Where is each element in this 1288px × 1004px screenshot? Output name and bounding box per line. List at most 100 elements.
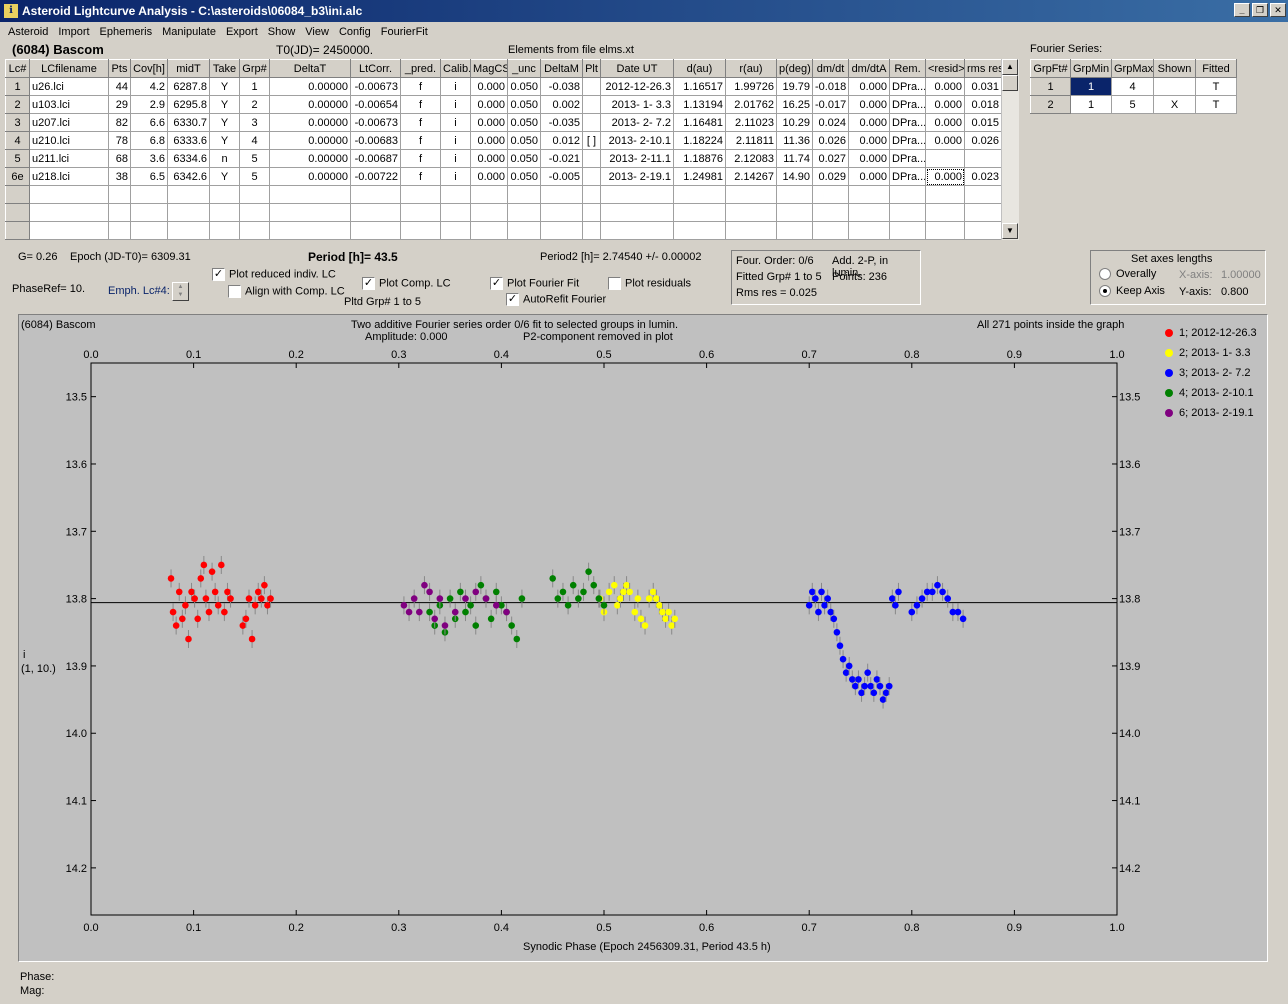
table-cell[interactable]: 1 (1070, 77, 1112, 96)
lc-column-header[interactable]: Calib. (440, 59, 471, 78)
table-row[interactable]: 3 u207.lci 82 6.6 6330.7 Y 3 0.00000 -0.00673 f i 0… (5, 113, 1002, 132)
table-cell[interactable]: 0.050 (507, 113, 541, 132)
table-cell[interactable] (209, 203, 240, 222)
emph-lc-spinner[interactable]: ▲ ▼ (172, 282, 189, 301)
table-cell[interactable]: 0.000 (925, 95, 965, 114)
row-header[interactable] (5, 203, 30, 222)
lc-column-header[interactable]: Cov[h] (130, 59, 168, 78)
table-cell[interactable]: 0.000 (470, 167, 508, 186)
table-cell[interactable] (239, 221, 270, 240)
lc-column-header[interactable]: rms res (964, 59, 1002, 78)
table-cell[interactable] (925, 203, 965, 222)
table-cell[interactable]: 0.050 (507, 167, 541, 186)
table-cell[interactable]: 0.024 (812, 113, 849, 132)
table-cell[interactable]: 5 (239, 167, 270, 186)
table-cell[interactable] (848, 203, 890, 222)
table-cell[interactable]: 2.9 (130, 95, 168, 114)
scroll-up-icon[interactable]: ▲ (1002, 59, 1018, 75)
lc-column-header[interactable]: Take (209, 59, 240, 78)
table-cell[interactable]: 0.000 (470, 95, 508, 114)
overally-radio[interactable]: Overally (1099, 268, 1156, 281)
table-cell[interactable]: u26.lci (29, 77, 109, 96)
table-cell[interactable]: Y (209, 95, 240, 114)
table-cell[interactable]: 0.000 (848, 113, 890, 132)
fourier-column-header[interactable]: GrpMin (1070, 59, 1112, 78)
table-cell[interactable]: i (440, 131, 471, 150)
table-cell[interactable] (29, 203, 109, 222)
table-cell[interactable] (400, 203, 441, 222)
table-cell[interactable] (269, 203, 351, 222)
table-cell[interactable]: f (400, 113, 441, 132)
table-cell[interactable]: u103.lci (29, 95, 109, 114)
table-cell[interactable] (470, 203, 508, 222)
table-cell[interactable] (239, 185, 270, 204)
table-cell[interactable] (540, 203, 583, 222)
table-cell[interactable]: T (1195, 77, 1237, 96)
lc-column-header[interactable]: r(au) (725, 59, 777, 78)
table-cell[interactable] (130, 221, 168, 240)
table-cell[interactable] (350, 185, 401, 204)
align-comp-checkbox[interactable]: Align with Comp. LC (228, 285, 345, 298)
table-cell[interactable] (400, 221, 441, 240)
table-cell[interactable]: DPra... (889, 113, 926, 132)
table-cell[interactable]: i (440, 113, 471, 132)
table-cell[interactable]: DPra... (889, 149, 926, 168)
lightcurve-plot[interactable]: 0.0 0.0 0.1 0.1 0.2 0.2 0.3 0.3 0.4 0.4 0.5 0.5 0.6 0… (19, 315, 1267, 961)
table-cell[interactable]: f (400, 77, 441, 96)
table-cell[interactable]: X (1153, 95, 1196, 114)
lc-column-header[interactable]: Grp# (239, 59, 270, 78)
table-cell[interactable] (29, 221, 109, 240)
table-cell[interactable]: -0.00687 (350, 149, 401, 168)
plot-panel[interactable]: 0.0 0.0 0.1 0.1 0.2 0.2 0.3 0.3 0.4 0.4 0.5 0.5 0.6 0… (18, 314, 1268, 962)
table-cell[interactable] (925, 185, 965, 204)
table-cell[interactable]: 11.36 (776, 131, 813, 150)
table-cell[interactable]: 0.015 (964, 113, 1002, 132)
table-cell[interactable]: 0.018 (964, 95, 1002, 114)
table-cell[interactable]: 1.24981 (673, 167, 726, 186)
table-cell[interactable]: 38 (108, 167, 131, 186)
table-cell[interactable]: 0.000 (848, 95, 890, 114)
table-cell[interactable] (725, 185, 777, 204)
table-cell[interactable] (507, 185, 541, 204)
table-cell[interactable]: 1 (1070, 95, 1112, 114)
row-header[interactable]: 1 (1030, 77, 1071, 96)
table-cell[interactable]: 14.90 (776, 167, 813, 186)
table-cell[interactable] (269, 221, 351, 240)
row-header[interactable]: 3 (5, 113, 30, 132)
table-cell[interactable]: 6.5 (130, 167, 168, 186)
lc-column-header[interactable]: d(au) (673, 59, 726, 78)
table-cell[interactable]: 2012-12-26.3 (600, 77, 674, 96)
table-cell[interactable] (964, 149, 1002, 168)
table-cell[interactable]: 0.000 (470, 131, 508, 150)
table-cell[interactable]: 6295.8 (167, 95, 210, 114)
table-cell[interactable] (269, 185, 351, 204)
table-cell[interactable]: 0.031 (964, 77, 1002, 96)
table-cell[interactable] (239, 203, 270, 222)
table-cell[interactable]: 2013- 2- 7.2 (600, 113, 674, 132)
table-cell[interactable]: -0.00673 (350, 113, 401, 132)
table-cell[interactable]: 4.2 (130, 77, 168, 96)
table-row[interactable]: 4 u210.lci 78 6.8 6333.6 Y 4 0.00000 -0.00683 f i 0… (5, 131, 1002, 150)
lc-column-header[interactable]: p(deg) (776, 59, 813, 78)
table-cell[interactable]: -0.00683 (350, 131, 401, 150)
table-cell[interactable]: 2.14267 (725, 167, 777, 186)
table-cell[interactable] (582, 113, 601, 132)
table-cell[interactable]: 44 (108, 77, 131, 96)
lightcurve-table-scrollbar[interactable]: ▲ ▼ (1001, 59, 1019, 240)
table-cell[interactable]: i (440, 77, 471, 96)
table-cell[interactable]: 2013- 2-10.1 (600, 131, 674, 150)
table-cell[interactable] (540, 221, 583, 240)
table-cell[interactable]: 0.050 (507, 77, 541, 96)
table-cell[interactable]: 0.000 (848, 149, 890, 168)
table-cell[interactable]: 1.99726 (725, 77, 777, 96)
row-header[interactable] (5, 185, 30, 204)
row-header[interactable]: 2 (5, 95, 30, 114)
table-cell[interactable]: DPra... (889, 95, 926, 114)
table-cell[interactable] (582, 95, 601, 114)
table-cell[interactable]: f (400, 131, 441, 150)
table-cell[interactable] (440, 185, 471, 204)
table-cell[interactable] (167, 221, 210, 240)
table-cell[interactable]: 1.13194 (673, 95, 726, 114)
table-cell[interactable] (725, 203, 777, 222)
